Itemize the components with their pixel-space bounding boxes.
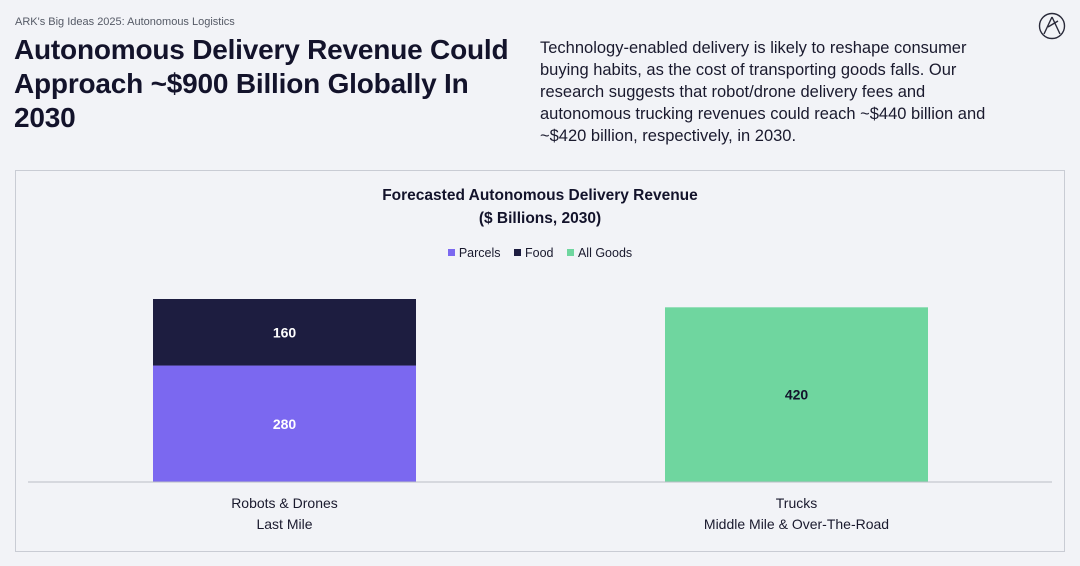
- legend-swatch-food: [513, 249, 521, 257]
- data-label-robots-drones-food: 160: [273, 324, 297, 340]
- category-sublabel-robots-drones: Last Mile: [256, 516, 312, 532]
- category-sublabel-trucks: Middle Mile & Over-The-Road: [704, 516, 889, 532]
- chart-title-main: Forecasted Autonomous Delivery Revenue: [382, 187, 698, 204]
- legend-label-food: Food: [524, 246, 554, 260]
- ark-logo-icon: [1038, 12, 1066, 40]
- page-title: Autonomous Delivery Revenue Could Approa…: [14, 34, 509, 133]
- chart-legend: Parcels Food All Goods: [0, 246, 1080, 260]
- legend-item-parcels: Parcels: [447, 246, 501, 260]
- bar-trucks-all-goods: [665, 307, 928, 482]
- category-label-trucks: Trucks: [776, 495, 817, 511]
- legend-swatch-parcels: [447, 249, 455, 257]
- legend-item-all-goods: All Goods: [566, 246, 633, 260]
- bar-robots-drones-food: [153, 299, 416, 366]
- legend-swatch-all-goods: [566, 249, 574, 257]
- chart-subtitle: ($ Billions, 2030): [478, 210, 602, 227]
- data-label-trucks-all-goods: 420: [785, 387, 809, 403]
- eyebrow-text: ARK's Big Ideas 2025: Autonomous Logisti…: [15, 16, 235, 28]
- category-label-robots-drones: Robots & Drones: [231, 495, 338, 511]
- legend-label-parcels: Parcels: [458, 246, 501, 260]
- bar-robots-drones-parcels: [153, 365, 416, 482]
- chart-title: Forecasted Autonomous Delivery Revenue (…: [0, 184, 1080, 230]
- description-text: Technology-enabled delivery is likely to…: [540, 39, 986, 145]
- data-label-robots-drones-parcels: 280: [273, 416, 297, 432]
- legend-label-all-goods: All Goods: [577, 246, 633, 260]
- legend-item-food: Food: [513, 246, 554, 260]
